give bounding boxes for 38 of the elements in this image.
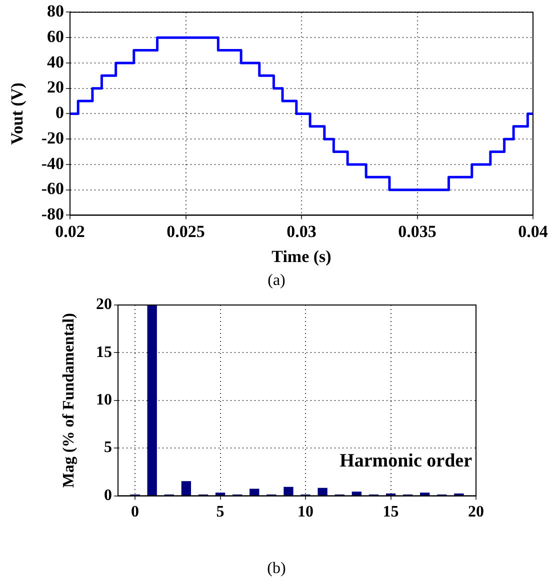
bar <box>420 492 430 496</box>
x-tick-label: 0.025 <box>166 222 205 241</box>
x-tick-label: 0.02 <box>55 222 85 241</box>
y-tick-label: -60 <box>41 179 64 198</box>
y-tick-label: 5 <box>104 439 112 456</box>
bar <box>147 305 157 496</box>
y-tick-label: 0 <box>56 103 64 122</box>
text: (a) <box>266 272 286 290</box>
y-tick-label: -40 <box>41 154 64 173</box>
y-tick-label: 10 <box>96 392 112 409</box>
bar <box>250 488 260 496</box>
x-tick-label: 0.03 <box>286 222 316 241</box>
y-tick-label: 20 <box>47 78 64 97</box>
x-tick-label: 10 <box>298 504 314 521</box>
x-tick-label: 0.035 <box>398 222 436 241</box>
y-tick-label: -20 <box>41 128 64 148</box>
bar <box>215 492 226 496</box>
y-tick-label: 0 <box>104 486 112 504</box>
y-tick-label: 40 <box>47 52 64 72</box>
x-tick-label: 20 <box>468 504 484 521</box>
x-tick-label: 0.04 <box>518 222 548 241</box>
y-axis-title: Vout (V) <box>8 82 27 145</box>
x-axis-title: Time (s) <box>272 247 332 266</box>
y-tick-label: 20 <box>96 296 112 314</box>
y-tick-label: 15 <box>96 344 112 361</box>
bar <box>352 492 362 496</box>
bar <box>181 481 192 496</box>
y-axis-title: Mag (% of Fundamental) <box>60 313 78 488</box>
y-tick-label: 80 <box>47 2 64 21</box>
y-tick-label: -80 <box>41 204 64 224</box>
y-tick-label: 60 <box>47 26 64 46</box>
x-tick-label: 15 <box>382 504 399 521</box>
bar <box>318 488 328 496</box>
x-tick-label: 0 <box>131 504 140 521</box>
bar <box>284 486 294 496</box>
x-axis-title: Harmonic order <box>340 450 473 472</box>
text: (b) <box>266 560 287 578</box>
x-tick-label: 5 <box>216 504 224 521</box>
